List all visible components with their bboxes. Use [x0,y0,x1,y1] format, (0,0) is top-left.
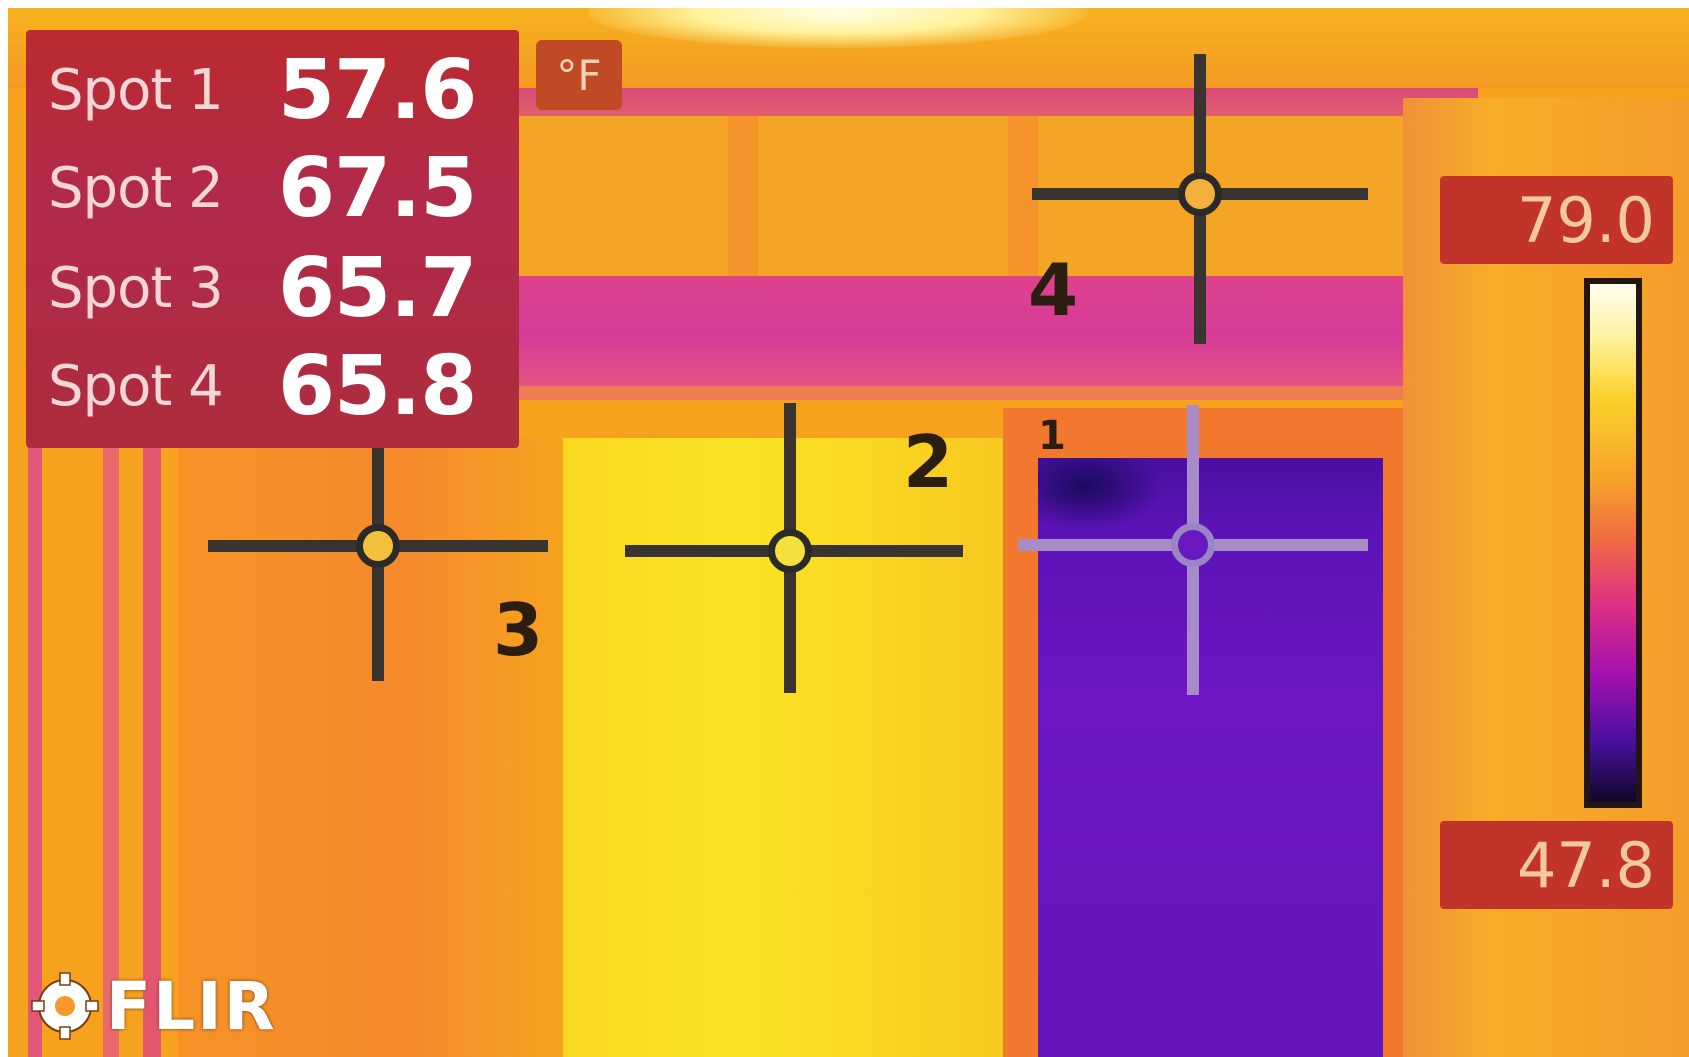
transom-divider [728,116,758,276]
header-edge [478,386,1478,400]
spot-label: Spot 3 [48,255,224,321]
spot-1-number: 1 [1038,413,1066,459]
spot-readout-row: Spot 4 65.8 [48,338,477,434]
spot-readout-row: Spot 3 65.7 [48,240,477,336]
spot-3-number: 3 [493,588,544,672]
temperature-unit-badge: °F [536,40,622,110]
door-header [478,276,1478,396]
spot-label: Spot 1 [48,57,224,123]
spot-value: 65.7 [278,240,477,336]
flir-logo-icon [30,971,100,1041]
spot-readout-panel: Spot 1 57.6 Spot 2 67.5 Spot 3 65.7 Spot… [26,30,519,448]
spot-readout-row: Spot 2 67.5 [48,140,477,236]
spot-readout-row: Spot 1 57.6 [48,42,477,138]
spot-2-number: 2 [903,420,954,504]
lintel [478,88,1478,116]
spot-value: 57.6 [278,42,477,138]
spot-value: 65.8 [278,338,477,434]
scale-min-label: 47.8 [1440,821,1673,909]
scale-max-label: 79.0 [1440,176,1673,264]
spot-4-number: 4 [1028,248,1079,332]
color-scale-bar [1584,278,1642,808]
spot-value: 67.5 [278,140,477,236]
flir-logo-text: FLIR [106,967,277,1045]
flir-logo: FLIR [30,966,277,1046]
spot-label: Spot 2 [48,155,224,221]
cold-corner [1038,458,1158,528]
thermal-image: 1 2 3 4 Spot 1 57.6 Spot 2 67.5 Spot 3 6… [8,8,1689,1057]
spot-label: Spot 4 [48,353,224,419]
